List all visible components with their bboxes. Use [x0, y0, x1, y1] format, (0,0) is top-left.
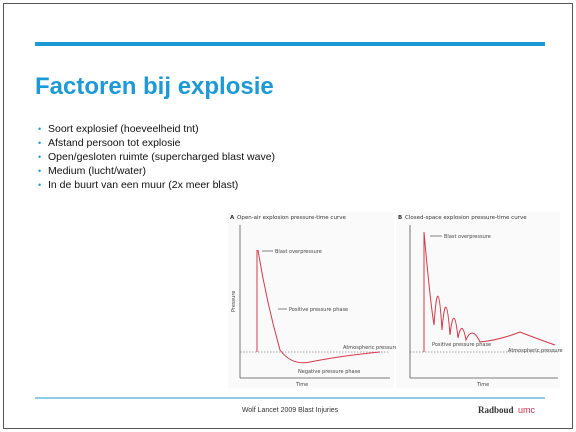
- bullet-dot: •: [38, 138, 41, 148]
- bullet-dot: •: [38, 180, 41, 190]
- bullet-text: Soort explosief (hoeveelheid tnt): [48, 123, 199, 135]
- annotation: Atmospheric pressure: [343, 345, 398, 351]
- bullet-text: Medium (lucht/water): [48, 165, 146, 177]
- annotation: Blast overpressure: [444, 234, 491, 240]
- y-axis-label: Pressure: [231, 291, 237, 312]
- bullet-dot: •: [38, 166, 41, 176]
- panel-title: Open-air explosion pressure-time curve: [237, 215, 346, 221]
- panel-bg: [396, 212, 560, 388]
- logo-suffix: umc: [518, 405, 536, 415]
- pressure-curve: [257, 249, 381, 364]
- annotation: Negative pressure phase: [298, 369, 360, 375]
- annotation: Positive pressure phase: [289, 307, 348, 313]
- panel-title: Closed-space explosion pressure-time cur…: [405, 215, 527, 221]
- pressure-curve: [423, 231, 556, 352]
- annotation: Blast overpressure: [275, 249, 322, 255]
- bullet-dot: •: [38, 152, 41, 162]
- panel-letter: B: [398, 215, 402, 221]
- annotation: Atmospheric pressure: [508, 348, 563, 354]
- header-rule: [35, 42, 545, 46]
- figure-panel-b: B Closed-space explosion pressure-time c…: [396, 212, 563, 388]
- bullet-dot: •: [38, 124, 41, 134]
- panel-bg: [228, 212, 394, 388]
- bullet-list: • Soort explosief (hoeveelheid tnt) • Af…: [38, 123, 275, 191]
- annotation: Positive pressure phase: [432, 342, 491, 348]
- x-axis-label: Time: [295, 382, 308, 388]
- slide-title: Factoren bij explosie: [35, 73, 274, 100]
- figure-panel-a: A Open-air explosion pressure-time curve…: [228, 212, 398, 388]
- bullet-text: Open/gesloten ruimte (supercharged blast…: [48, 151, 275, 163]
- bullet-text: Afstand persoon tot explosie: [48, 137, 181, 149]
- x-axis-label: Time: [476, 382, 489, 388]
- logo-main: Radboud: [478, 405, 514, 415]
- panel-letter: A: [230, 215, 235, 221]
- footer-source: Wolf Lancet 2009 Blast Injuries: [242, 407, 339, 414]
- bullet-text: In de buurt van een muur (2x meer blast): [48, 179, 238, 191]
